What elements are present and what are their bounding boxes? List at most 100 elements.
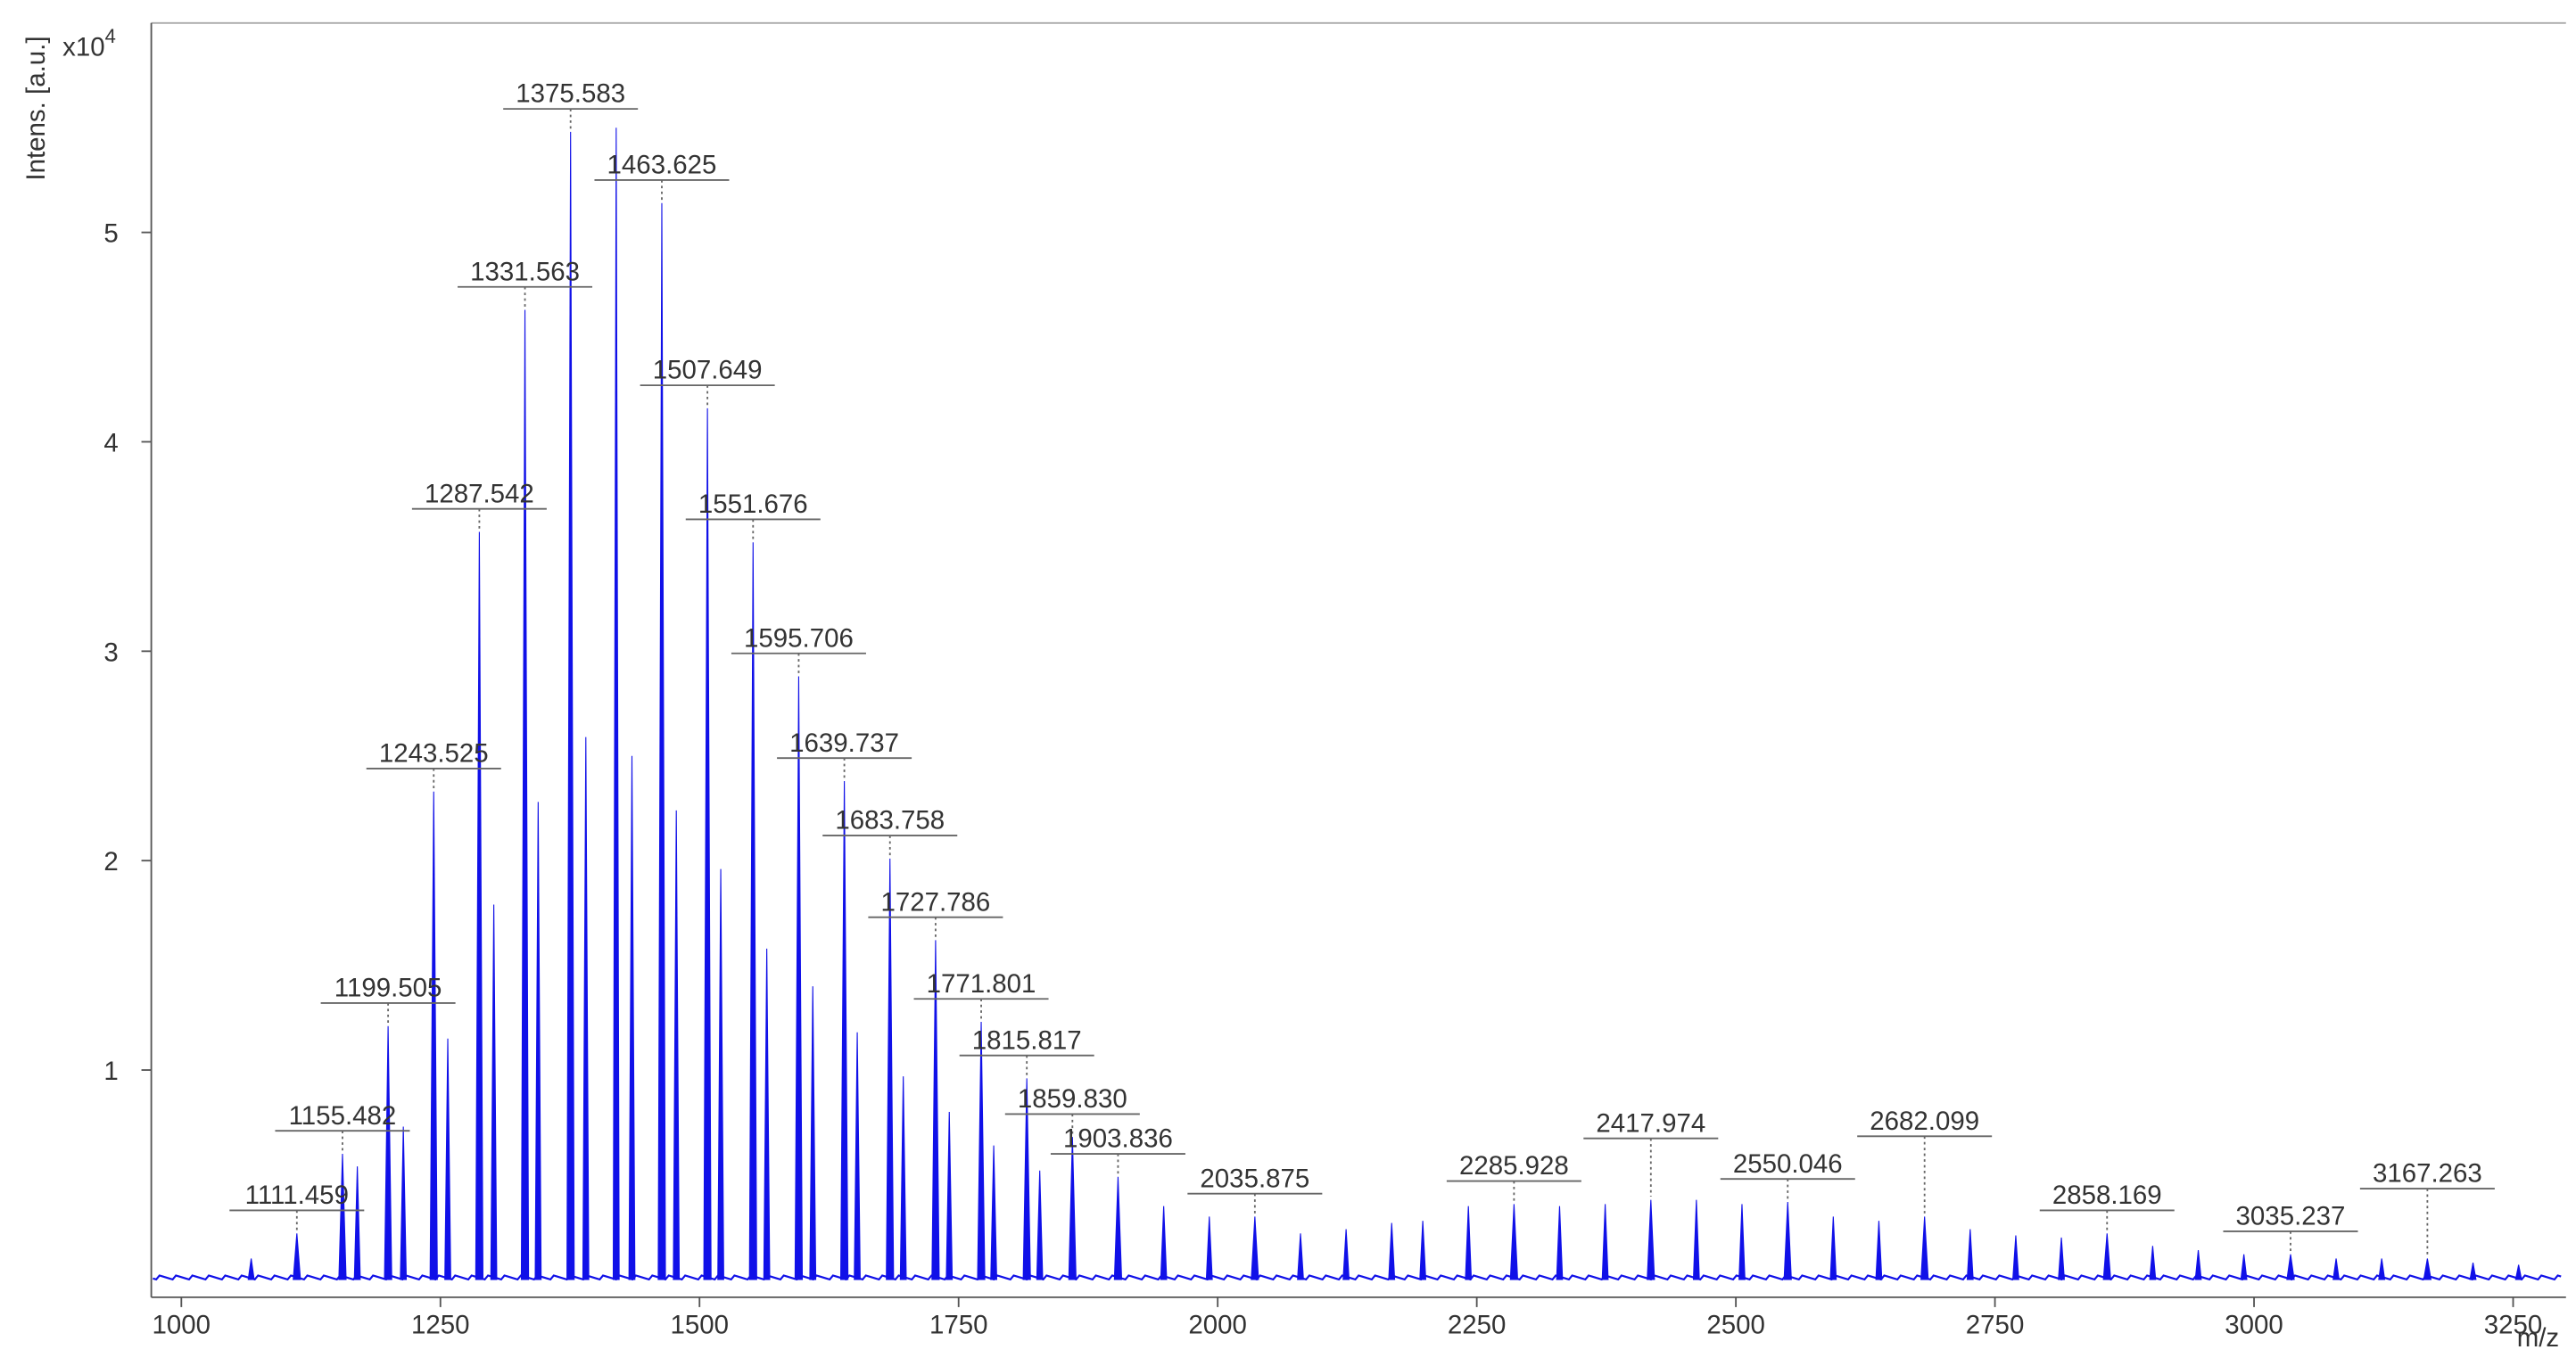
peak (2378, 1258, 2386, 1280)
peak (2194, 1249, 2202, 1280)
peak-label: 1287.542 (425, 479, 534, 508)
peak (1829, 1216, 1837, 1280)
peak-label: 1463.625 (607, 151, 717, 180)
peak-label: 1111.459 (245, 1181, 349, 1210)
peak (582, 737, 590, 1280)
peak (2332, 1258, 2341, 1280)
peak (475, 531, 484, 1280)
x-tick-label: 3000 (2225, 1310, 2283, 1339)
peak (2423, 1258, 2432, 1280)
peak (1251, 1216, 1259, 1280)
peak (1205, 1216, 1213, 1280)
peak-label: 2285.928 (1459, 1151, 1569, 1181)
peak-label: 2858.169 (2052, 1181, 2162, 1210)
peak-label: 1507.649 (653, 356, 763, 385)
peak (338, 1153, 347, 1280)
peak (2240, 1254, 2248, 1280)
peak (763, 948, 771, 1280)
peak (2286, 1254, 2295, 1280)
peak (1465, 1206, 1473, 1280)
peak-label: 1903.836 (1063, 1124, 1173, 1154)
peak-label: 2417.974 (1596, 1108, 1705, 1138)
y-tick-label: 3 (103, 638, 118, 667)
peak (490, 904, 498, 1280)
peak-label: 2550.046 (1733, 1149, 1843, 1179)
peak-label: 1771.801 (927, 969, 1036, 999)
peak (977, 1022, 986, 1280)
peak (520, 309, 530, 1280)
x-tick-label: 1000 (153, 1310, 211, 1339)
peak (1920, 1216, 1929, 1280)
peak (1875, 1221, 1883, 1280)
peak (1297, 1233, 1304, 1280)
peak (717, 868, 724, 1280)
x-tick-label: 2000 (1188, 1310, 1247, 1339)
peak-label: 1815.817 (972, 1025, 1082, 1055)
peak (1113, 1176, 1123, 1280)
peak (990, 1145, 997, 1280)
peak (1783, 1201, 1792, 1280)
peak (353, 1166, 361, 1280)
peak-label: 1727.786 (880, 887, 990, 917)
peak (673, 810, 681, 1280)
peak-label: 1639.737 (789, 728, 899, 758)
peak (2012, 1235, 2019, 1280)
x-tick-label: 1750 (929, 1310, 988, 1339)
peak-label: 3167.263 (2373, 1159, 2482, 1189)
peak-label: 1595.706 (744, 623, 854, 653)
x-tick-label: 2250 (1448, 1310, 1507, 1339)
peak-label: 1243.525 (379, 739, 489, 769)
peak (1738, 1204, 1746, 1280)
peak (1692, 1199, 1700, 1280)
peak-label: 1199.505 (334, 974, 442, 1003)
peak-label: 1331.563 (470, 257, 580, 286)
peak (839, 780, 849, 1280)
peak (1068, 1137, 1077, 1280)
peak (809, 986, 817, 1280)
peak (444, 1038, 451, 1280)
peak (628, 755, 636, 1280)
peak (1601, 1204, 1609, 1280)
peak (1036, 1170, 1044, 1280)
x-tick-label: 2750 (1966, 1310, 2025, 1339)
x-tick-label: 1250 (411, 1310, 470, 1339)
peak (293, 1233, 301, 1280)
peak (1556, 1206, 1564, 1280)
peak-label: 3035.237 (2236, 1202, 2346, 1231)
peak (1388, 1222, 1396, 1280)
peak-label: 1683.758 (835, 806, 945, 835)
x-axis-label: m/z (2517, 1323, 2559, 1353)
peak (1647, 1199, 1655, 1280)
y-tick-label: 2 (103, 847, 118, 877)
peak (899, 1076, 907, 1280)
peak (400, 1126, 408, 1280)
peak (794, 676, 804, 1280)
peak-label: 1155.482 (289, 1101, 397, 1131)
peak (2102, 1233, 2111, 1280)
peak (1160, 1206, 1168, 1280)
peak (1342, 1229, 1350, 1280)
peak (247, 1258, 255, 1280)
peak-label: 1375.583 (516, 79, 625, 109)
y-tick-label: 1 (103, 1057, 118, 1086)
peak (384, 1025, 392, 1280)
peak (1419, 1221, 1427, 1280)
peak (2058, 1237, 2065, 1280)
peak-label: 1859.830 (1018, 1084, 1127, 1114)
y-multiplier-base: x10 (62, 33, 105, 62)
peak (1966, 1229, 1974, 1280)
peak (2514, 1264, 2522, 1280)
peak-label: 2035.875 (1200, 1164, 1309, 1193)
x-tick-label: 1500 (670, 1310, 729, 1339)
peak (657, 202, 666, 1280)
y-tick-label: 4 (103, 429, 118, 458)
peak (854, 1032, 861, 1280)
peak (2469, 1263, 2477, 1280)
peak (748, 542, 757, 1280)
peak-label: 1551.676 (698, 490, 808, 519)
peak (534, 802, 542, 1280)
y-multiplier-exponent: 4 (105, 25, 116, 47)
peak (703, 407, 712, 1280)
